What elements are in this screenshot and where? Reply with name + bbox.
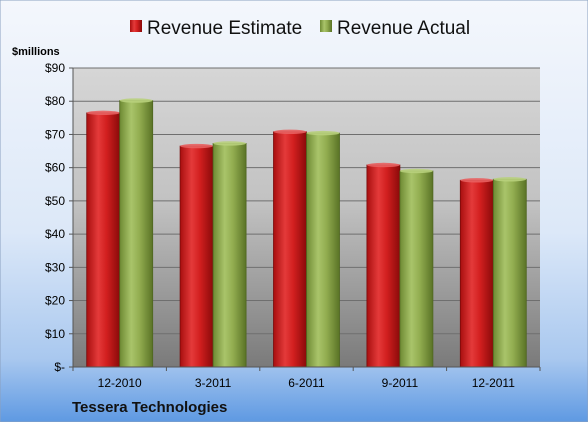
x-tick-label: 9-2011 — [382, 376, 419, 390]
bar-actual-top — [213, 141, 247, 146]
bar-actual-top — [493, 177, 527, 182]
bar-estimate-top — [460, 178, 494, 183]
bar-actual — [306, 132, 340, 368]
legend: Revenue Estimate Revenue Actual — [130, 18, 470, 39]
bar-estimate-top — [366, 162, 400, 168]
bar-estimate-top — [180, 143, 214, 149]
x-tick-label: 6-2011 — [288, 376, 325, 390]
y-tick-label: $90 — [45, 61, 65, 75]
bar-actual — [399, 170, 434, 368]
legend-label-estimate: Revenue Estimate — [147, 18, 302, 39]
x-tick-label: 12-2010 — [98, 376, 142, 390]
bar-actual — [212, 143, 247, 368]
y-tick-label: $80 — [45, 94, 65, 108]
bar-estimate-top — [86, 110, 120, 116]
y-axis-unit-label: $millions — [12, 46, 60, 58]
y-tick-label: $60 — [45, 161, 65, 175]
bar-estimate — [86, 112, 121, 368]
bar-estimate — [366, 164, 401, 368]
bar-estimate-top — [273, 129, 307, 134]
bar-actual-top — [399, 168, 433, 174]
bars — [86, 98, 527, 368]
company-name: Tessera Technologies — [72, 399, 227, 416]
y-tick-label: $40 — [45, 227, 65, 241]
bar-actual-top — [306, 130, 340, 136]
bar-estimate — [179, 145, 214, 368]
legend-swatch-actual — [320, 20, 332, 32]
bar-estimate — [459, 179, 494, 368]
x-axis-ticks: 12-2010 3-2011 6-2011 9-2011 12-2011 — [72, 367, 541, 390]
y-tick-label: $10 — [45, 327, 65, 341]
bar-actual — [119, 100, 154, 368]
x-tick-label: 12-2011 — [472, 376, 515, 390]
bar-estimate — [273, 131, 307, 368]
bar-actual-top — [119, 98, 153, 103]
y-tick-label: $30 — [45, 260, 65, 274]
y-tick-label: $50 — [45, 194, 65, 208]
y-tick-label: $- — [54, 360, 65, 374]
legend-label-actual: Revenue Actual — [337, 18, 470, 39]
legend-swatch-estimate — [130, 20, 142, 32]
y-tick-label: $20 — [45, 294, 65, 308]
y-axis-ticks: $- $10 $20 $30 $40 $50 $60 $70 $80 $90 — [45, 61, 540, 374]
y-tick-label: $70 — [45, 127, 65, 141]
x-tick-label: 3-2011 — [195, 376, 232, 390]
bar-actual — [492, 178, 527, 368]
